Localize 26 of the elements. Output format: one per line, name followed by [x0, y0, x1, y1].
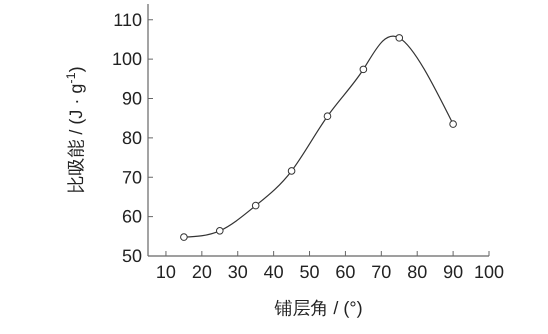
y-tick-label: 80 [122, 128, 142, 148]
y-tick-label: 90 [122, 88, 142, 108]
x-axis-title: 铺层角 / (°) [273, 298, 363, 318]
x-tick-label: 10 [156, 262, 176, 282]
point [216, 227, 224, 235]
point [288, 167, 296, 175]
x-tick-label: 40 [264, 262, 284, 282]
y-tick-label: 70 [122, 167, 142, 188]
x-tick-label: 80 [407, 262, 428, 282]
y-tick-label: 100 [112, 49, 142, 70]
y-tick-label: 110 [113, 10, 142, 30]
y-tick-label: 50 [122, 246, 142, 266]
point [360, 66, 368, 74]
point [324, 112, 332, 120]
x-tick-label: 50 [300, 262, 320, 282]
y-tick-label: 60 [122, 206, 142, 227]
x-tick-label: 30 [228, 262, 248, 282]
point [252, 202, 260, 210]
point [180, 233, 188, 241]
x-tick-label: 90 [443, 262, 464, 282]
x-tick-label: 20 [192, 262, 212, 282]
x-tick-label: 60 [335, 262, 356, 282]
x-tick-label: 70 [371, 262, 392, 282]
point [395, 34, 404, 42]
point [449, 120, 457, 128]
x-tick-label: 100 [474, 262, 504, 282]
